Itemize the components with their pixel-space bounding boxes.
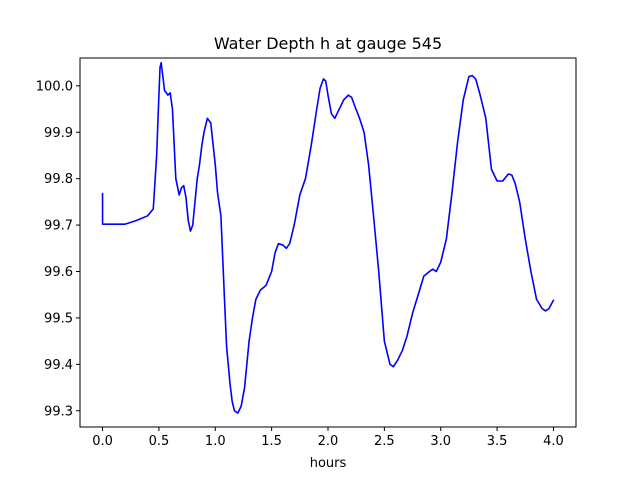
y-tick-label: 99.8 <box>44 172 73 187</box>
x-tick-label: 1.0 <box>205 434 226 449</box>
y-tick-label: 99.6 <box>44 265 73 280</box>
x-tick-label: 0.0 <box>92 434 113 449</box>
series-line-0 <box>101 61 555 414</box>
x-tick-label: 4.0 <box>543 434 564 449</box>
y-tick-label: 99.9 <box>44 126 73 141</box>
chart-title: Water Depth h at gauge 545 <box>214 34 442 53</box>
x-tick-label: 2.0 <box>318 434 339 449</box>
y-tick-label: 99.5 <box>44 311 73 326</box>
y-axis: 99.3 99.4 99.5 99.6 99.7 99.8 99.9 100.0 <box>36 79 80 419</box>
x-tick-label: 0.5 <box>149 434 170 449</box>
plot-area <box>79 57 577 428</box>
x-axis-label: hours <box>310 456 347 471</box>
x-tick-label: 2.5 <box>374 434 395 449</box>
y-tick-label: 99.3 <box>44 404 73 419</box>
x-tick-label: 3.5 <box>487 434 508 449</box>
y-tick-label: 99.7 <box>44 219 73 234</box>
axes-frame <box>79 57 577 428</box>
x-tick-label: 3.0 <box>430 434 451 449</box>
x-axis: 0.0 0.5 1.0 1.5 2.0 2.5 3.0 3.5 4.0 <box>92 427 564 449</box>
y-tick-label: 99.4 <box>44 358 73 373</box>
y-tick-label: 100.0 <box>36 79 73 94</box>
x-tick-label: 1.5 <box>261 434 282 449</box>
